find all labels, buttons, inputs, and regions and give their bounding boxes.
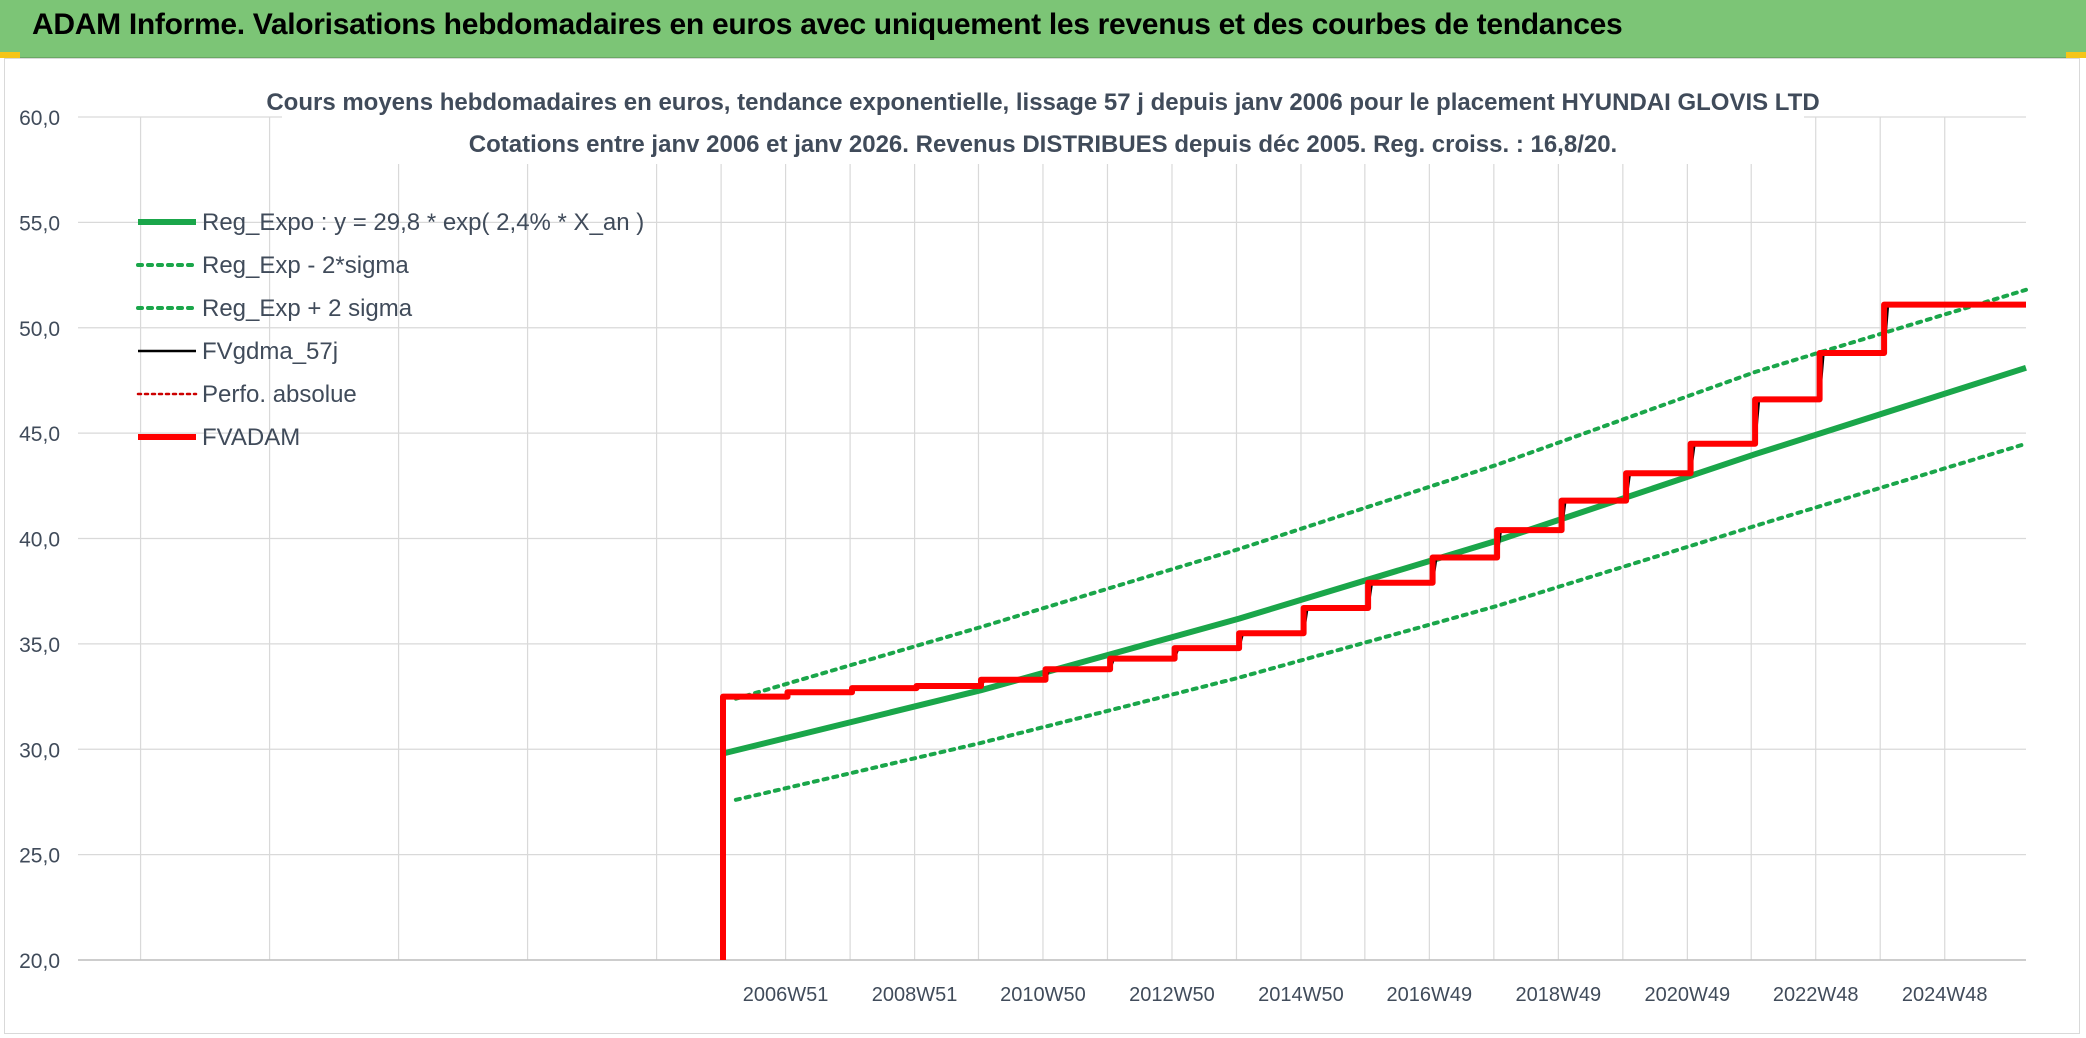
x-axis-ticks: 2006W51 2008W51 2010W50 2012W50 2014W50 2016W… [743, 984, 1988, 1006]
x-tick-label: 2012W50 [1129, 984, 1215, 1006]
y-tick-label: 45,0 [19, 423, 60, 446]
y-tick-label: 35,0 [19, 634, 60, 657]
x-tick-label: 2010W50 [1000, 984, 1086, 1006]
series-line-5 [720, 301, 2026, 960]
y-tick-label: 25,0 [19, 845, 60, 868]
y-tick-label: 60,0 [19, 107, 60, 130]
x-tick-label: 2022W48 [1773, 984, 1859, 1006]
y-tick-label: 30,0 [19, 739, 60, 762]
y-tick-label: 20,0 [19, 950, 60, 973]
chart-frame [4, 58, 2080, 1034]
corner-mark-right [2066, 52, 2086, 58]
grid-layer [78, 116, 2026, 961]
report-title: ADAM Informe. Valorisations hebdomadaire… [32, 8, 1623, 41]
series-line-1 [733, 441, 2028, 802]
series-layer [720, 287, 2028, 961]
legend-label: FVgdma_57j [202, 338, 338, 365]
y-tick-label: 40,0 [19, 529, 60, 552]
x-tick-label: 2014W50 [1258, 984, 1344, 1006]
x-tick-label: 2006W51 [743, 984, 829, 1006]
series-line-3 [721, 303, 2026, 961]
x-tick-label: 2018W49 [1516, 984, 1602, 1006]
chart-title: Cours moyens hebdomadaires en euros, ten… [266, 89, 1819, 116]
series-line-2 [733, 287, 2028, 701]
series-line-0 [722, 364, 2027, 757]
legend-label: FVADAM [202, 424, 300, 451]
y-tick-label: 50,0 [19, 318, 60, 341]
y-axis-ticks: 20,0 25,0 30,0 35,0 40,0 45,0 50,0 55,0 60,0 [19, 107, 60, 973]
x-tick-label: 2008W51 [872, 984, 958, 1006]
legend-label: Reg_Exp + 2 sigma [202, 295, 413, 322]
legend: Reg_Expo : y = 29,8 * exp( 2,4% * X_an )… [136, 209, 644, 451]
legend-label: Reg_Exp - 2*sigma [202, 252, 409, 279]
y-tick-label: 55,0 [19, 212, 60, 235]
x-tick-label: 2020W49 [1645, 984, 1731, 1006]
title-background [282, 86, 1804, 164]
corner-mark-left [0, 52, 20, 58]
chart-subtitle: Cotations entre janv 2006 et janv 2026. … [469, 131, 1617, 158]
x-tick-label: 2016W49 [1387, 984, 1473, 1006]
x-tick-label: 2024W48 [1902, 984, 1988, 1006]
report-banner: ADAM Informe. Valorisations hebdomadaire… [0, 0, 2086, 58]
legend-label: Perfo. absolue [202, 381, 357, 408]
legend-label: Reg_Expo : y = 29,8 * exp( 2,4% * X_an ) [202, 209, 644, 236]
